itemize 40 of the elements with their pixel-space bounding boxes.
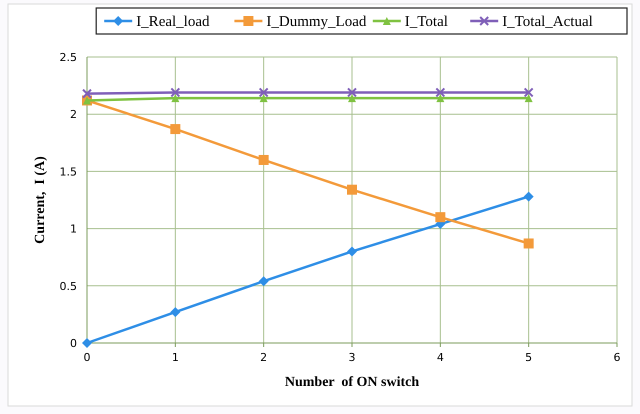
x-tick-label: 6 bbox=[614, 351, 620, 364]
legend-label: I_Dummy_Load bbox=[266, 14, 367, 30]
point bbox=[170, 307, 180, 318]
x-tick-label: 4 bbox=[436, 351, 444, 364]
point bbox=[435, 212, 446, 222]
legend-label: I_Total_Actual bbox=[502, 14, 593, 30]
x-tick-label: 2 bbox=[260, 351, 268, 364]
y-tick-label: 1 bbox=[70, 222, 77, 236]
x-tick-label: 5 bbox=[525, 351, 532, 364]
point bbox=[170, 124, 180, 134]
legend-label: I_Real_load bbox=[136, 14, 210, 30]
y-tick-label: 2 bbox=[70, 108, 77, 122]
x-tick-label: 0 bbox=[84, 351, 90, 364]
point bbox=[258, 154, 269, 165]
point bbox=[258, 276, 269, 286]
legend-label: I_Total bbox=[404, 14, 448, 30]
point bbox=[524, 192, 534, 202]
y-tick-label: 1.5 bbox=[60, 165, 77, 178]
point bbox=[347, 87, 357, 98]
point bbox=[524, 87, 534, 98]
x-tick-label: 1 bbox=[172, 351, 179, 364]
point bbox=[348, 94, 356, 102]
point bbox=[260, 94, 268, 102]
point bbox=[171, 94, 180, 102]
x-axis-title: Number of ON switch bbox=[284, 375, 420, 390]
point bbox=[524, 94, 533, 102]
point bbox=[524, 238, 534, 248]
y-axis-title: Current, I (A) bbox=[33, 156, 48, 244]
x-tick-label: 3 bbox=[348, 351, 356, 364]
point bbox=[82, 338, 92, 348]
point bbox=[170, 87, 180, 98]
point bbox=[435, 87, 446, 98]
point bbox=[347, 246, 357, 256]
point bbox=[82, 88, 92, 99]
y-tick-label: 0.5 bbox=[60, 280, 77, 293]
y-tick-label: 2.5 bbox=[60, 51, 77, 64]
y-tick-label: 0 bbox=[70, 337, 77, 350]
point bbox=[347, 184, 357, 195]
point bbox=[258, 87, 269, 98]
point bbox=[436, 94, 444, 102]
